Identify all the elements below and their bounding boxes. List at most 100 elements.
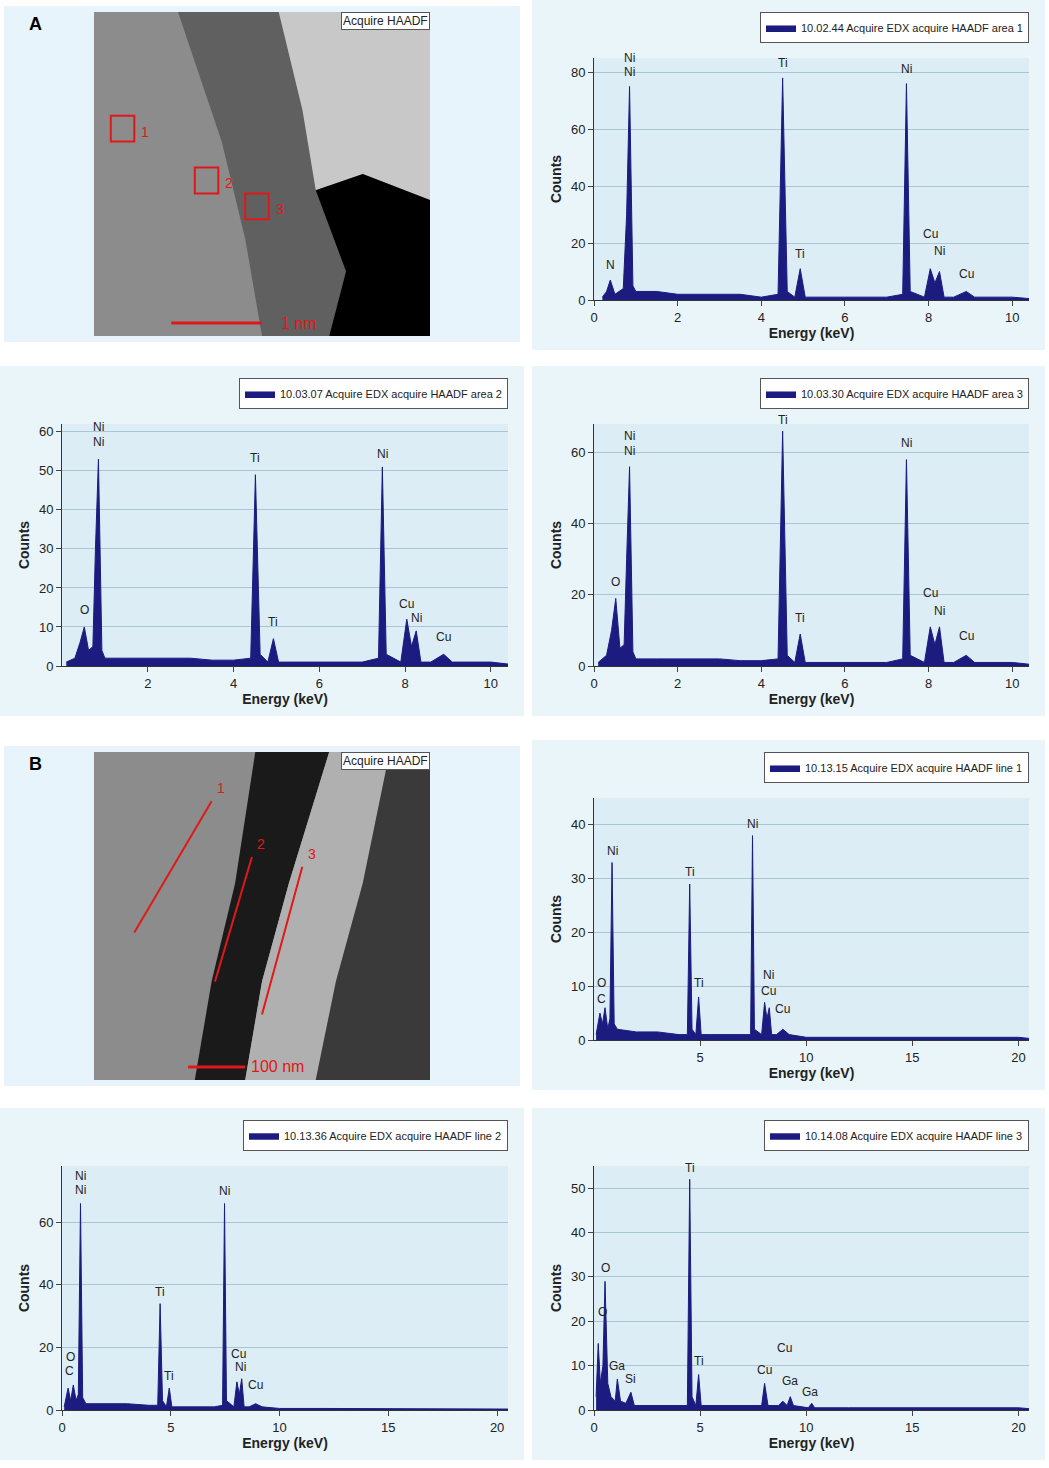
svg-text:Counts: Counts bbox=[548, 1264, 564, 1312]
svg-text:30: 30 bbox=[571, 871, 585, 886]
svg-text:10.13.15 Acquire EDX acquire H: 10.13.15 Acquire EDX acquire HAADF line … bbox=[805, 762, 1022, 774]
svg-text:20: 20 bbox=[39, 580, 53, 595]
svg-text:Ni: Ni bbox=[93, 420, 104, 434]
svg-text:Ti: Ti bbox=[164, 1369, 174, 1383]
svg-text:2: 2 bbox=[674, 676, 681, 691]
svg-text:Acquire HAADF: Acquire HAADF bbox=[343, 754, 428, 768]
svg-text:10.03.07 Acquire EDX acquire H: 10.03.07 Acquire EDX acquire HAADF area … bbox=[280, 388, 502, 400]
svg-text:10.03.30 Acquire EDX acquire H: 10.03.30 Acquire EDX acquire HAADF area … bbox=[801, 388, 1023, 400]
svg-text:0: 0 bbox=[590, 1420, 597, 1435]
svg-text:Counts: Counts bbox=[16, 1264, 32, 1312]
svg-text:2: 2 bbox=[674, 310, 681, 325]
svg-text:O: O bbox=[66, 1350, 75, 1364]
svg-text:Ga: Ga bbox=[802, 1385, 818, 1399]
svg-text:10: 10 bbox=[484, 676, 498, 691]
svg-text:10: 10 bbox=[1005, 310, 1019, 325]
svg-text:2: 2 bbox=[144, 676, 151, 691]
svg-text:Energy (keV): Energy (keV) bbox=[769, 1065, 855, 1081]
svg-text:Ga: Ga bbox=[782, 1374, 798, 1388]
svg-text:0: 0 bbox=[58, 1420, 65, 1435]
svg-text:3: 3 bbox=[308, 846, 316, 862]
svg-text:5: 5 bbox=[167, 1420, 174, 1435]
svg-text:C: C bbox=[597, 992, 606, 1006]
svg-text:Ti: Ti bbox=[795, 247, 805, 261]
svg-text:Counts: Counts bbox=[548, 895, 564, 943]
svg-text:20: 20 bbox=[490, 1420, 504, 1435]
svg-text:40: 40 bbox=[39, 502, 53, 517]
svg-text:Cu: Cu bbox=[959, 629, 974, 643]
svg-text:1: 1 bbox=[217, 780, 225, 796]
svg-text:40: 40 bbox=[39, 1277, 53, 1292]
svg-text:Ni: Ni bbox=[624, 444, 635, 458]
svg-text:Ti: Ti bbox=[778, 56, 788, 70]
svg-text:60: 60 bbox=[39, 1215, 53, 1230]
svg-text:15: 15 bbox=[905, 1420, 919, 1435]
svg-text:Cu: Cu bbox=[923, 586, 938, 600]
svg-text:Ti: Ti bbox=[685, 1161, 695, 1175]
svg-text:Ti: Ti bbox=[694, 976, 704, 990]
svg-text:4: 4 bbox=[230, 676, 237, 691]
svg-text:40: 40 bbox=[571, 817, 585, 832]
svg-text:100 nm: 100 nm bbox=[251, 1058, 304, 1075]
svg-text:Cu: Cu bbox=[757, 1363, 772, 1377]
svg-text:0: 0 bbox=[46, 1403, 53, 1418]
svg-text:10.14.08 Acquire EDX acquire H: 10.14.08 Acquire EDX acquire HAADF line … bbox=[805, 1130, 1022, 1142]
svg-text:Ga: Ga bbox=[609, 1359, 625, 1373]
svg-text:Energy (keV): Energy (keV) bbox=[242, 1435, 328, 1451]
svg-text:0: 0 bbox=[578, 659, 585, 674]
svg-text:10: 10 bbox=[571, 979, 585, 994]
svg-text:Ni: Ni bbox=[75, 1169, 86, 1183]
svg-text:Ni: Ni bbox=[901, 436, 912, 450]
svg-text:Ni: Ni bbox=[934, 244, 945, 258]
svg-text:Ni: Ni bbox=[624, 429, 635, 443]
svg-text:15: 15 bbox=[381, 1420, 395, 1435]
svg-text:2: 2 bbox=[257, 836, 265, 852]
svg-text:Counts: Counts bbox=[16, 521, 32, 569]
svg-text:10: 10 bbox=[272, 1420, 286, 1435]
svg-text:Ti: Ti bbox=[778, 413, 788, 427]
svg-text:8: 8 bbox=[401, 676, 408, 691]
svg-text:50: 50 bbox=[39, 463, 53, 478]
svg-text:Ni: Ni bbox=[607, 844, 618, 858]
svg-text:40: 40 bbox=[571, 179, 585, 194]
svg-text:0: 0 bbox=[46, 659, 53, 674]
svg-text:6: 6 bbox=[841, 676, 848, 691]
svg-text:Cu: Cu bbox=[399, 597, 414, 611]
svg-text:8: 8 bbox=[925, 676, 932, 691]
svg-text:Ni: Ni bbox=[624, 51, 635, 65]
svg-text:0: 0 bbox=[590, 676, 597, 691]
svg-text:40: 40 bbox=[571, 1225, 585, 1240]
svg-text:4: 4 bbox=[758, 310, 765, 325]
svg-text:Counts: Counts bbox=[548, 155, 564, 203]
svg-text:Ni: Ni bbox=[219, 1184, 230, 1198]
svg-text:0: 0 bbox=[578, 1033, 585, 1048]
svg-text:Ni: Ni bbox=[901, 62, 912, 76]
svg-text:5: 5 bbox=[696, 1420, 703, 1435]
svg-text:10: 10 bbox=[571, 1358, 585, 1373]
svg-text:Ti: Ti bbox=[795, 611, 805, 625]
svg-text:Ni: Ni bbox=[624, 65, 635, 79]
svg-text:Ni: Ni bbox=[93, 435, 104, 449]
svg-text:Cu: Cu bbox=[959, 267, 974, 281]
svg-text:6: 6 bbox=[841, 310, 848, 325]
svg-text:Ti: Ti bbox=[155, 1285, 165, 1299]
svg-text:O: O bbox=[598, 1305, 607, 1319]
svg-text:Ti: Ti bbox=[268, 615, 278, 629]
svg-text:Ni: Ni bbox=[75, 1183, 86, 1197]
svg-text:60: 60 bbox=[571, 122, 585, 137]
svg-text:Ni: Ni bbox=[377, 447, 388, 461]
svg-text:30: 30 bbox=[571, 1269, 585, 1284]
svg-text:0: 0 bbox=[590, 310, 597, 325]
svg-text:50: 50 bbox=[571, 1181, 585, 1196]
svg-text:Cu: Cu bbox=[436, 630, 451, 644]
svg-text:4: 4 bbox=[758, 676, 765, 691]
svg-text:Si: Si bbox=[625, 1372, 636, 1386]
svg-text:8: 8 bbox=[925, 310, 932, 325]
svg-text:6: 6 bbox=[316, 676, 323, 691]
svg-text:20: 20 bbox=[571, 1314, 585, 1329]
svg-text:1: 1 bbox=[141, 124, 149, 140]
svg-text:Cu: Cu bbox=[775, 1002, 790, 1016]
svg-text:10: 10 bbox=[799, 1420, 813, 1435]
svg-text:Ni: Ni bbox=[411, 611, 422, 625]
svg-text:Ni: Ni bbox=[747, 817, 758, 831]
